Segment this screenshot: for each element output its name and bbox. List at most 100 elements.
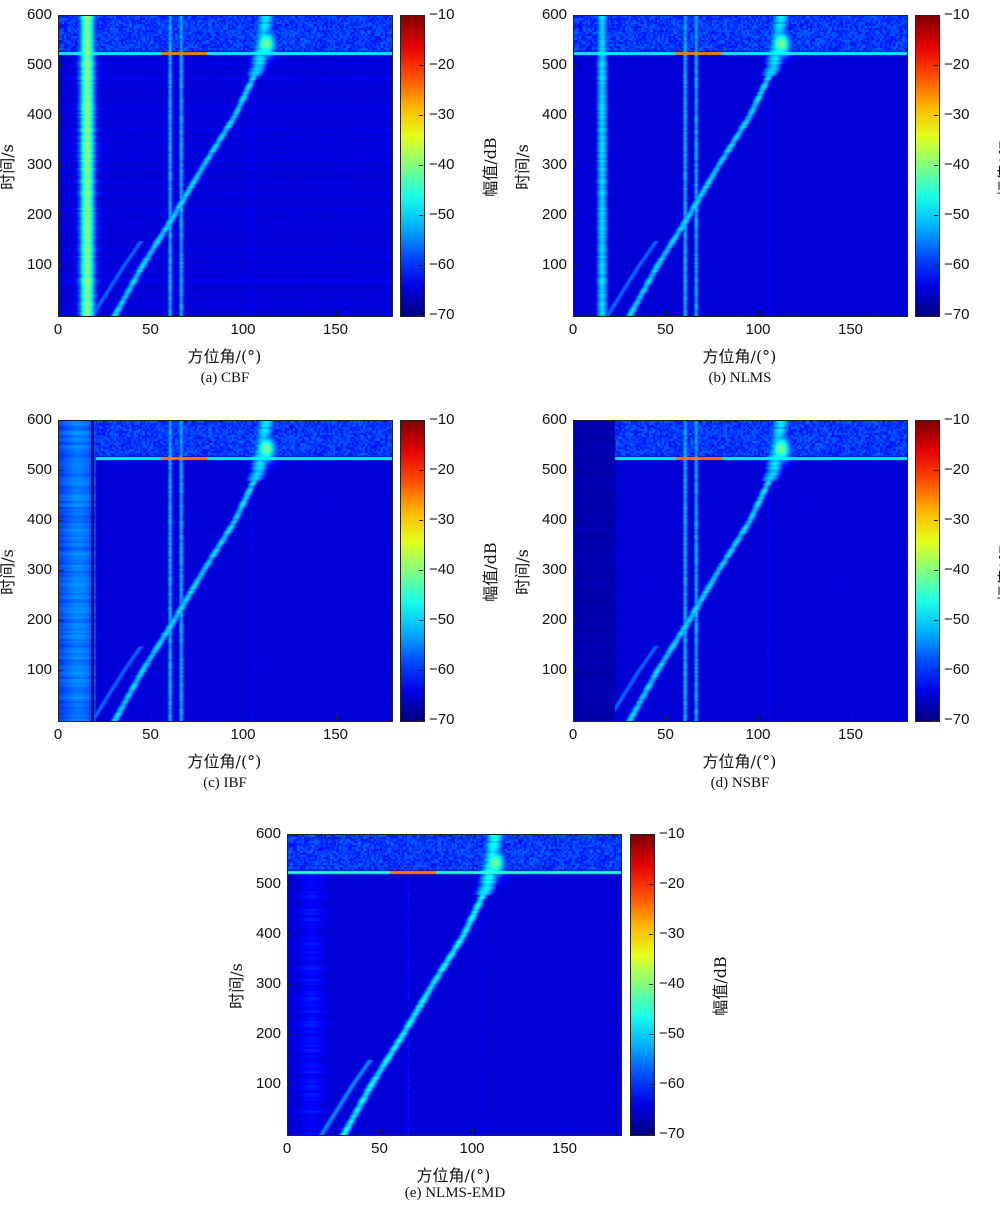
x-tick-label: 100 — [230, 726, 256, 743]
colorbar — [915, 420, 940, 722]
x-tick-mark — [150, 715, 152, 720]
x-tick-label: 100 — [745, 726, 771, 743]
colorbar-tick-mark — [934, 315, 938, 316]
colorbar-tick-mark — [934, 265, 938, 266]
x-tick-mark — [758, 310, 759, 315]
y-tick-label: 400 — [255, 925, 281, 942]
y-tick-mark — [287, 1034, 292, 1035]
y-tick-mark — [58, 165, 63, 166]
colorbar-tick-mark — [419, 315, 423, 316]
x-axis-label: 方位角/(°) — [187, 347, 262, 366]
panel-caption: (a) CBF — [200, 370, 250, 386]
y-tick-mark — [573, 265, 578, 266]
colorbar — [400, 420, 425, 722]
colorbar-tick-label: −60 — [659, 1075, 685, 1092]
colorbar-tick-label: −70 — [429, 711, 455, 728]
y-tick-label: 300 — [541, 561, 567, 578]
y-tick-label: 600 — [541, 411, 567, 428]
x-tick-mark — [58, 715, 59, 720]
y-tick-label: 300 — [26, 156, 52, 173]
y-tick-mark — [287, 834, 292, 835]
colorbar-tick-mark — [934, 215, 938, 216]
x-tick-label: 0 — [568, 726, 578, 743]
y-tick-label: 500 — [26, 461, 52, 478]
y-axis-label: 时间/s — [513, 549, 532, 595]
colorbar-tick-mark — [934, 570, 938, 571]
colorbar-label: 幅值/dB — [996, 137, 1000, 197]
colorbar-tick-mark — [649, 1134, 653, 1135]
y-tick-mark — [58, 470, 63, 471]
x-tick-label: 150 — [322, 726, 349, 743]
y-tick-mark — [58, 15, 63, 16]
colorbar-tick-label: −10 — [659, 825, 685, 842]
x-tick-label: 100 — [459, 1140, 485, 1157]
colorbar-tick-mark — [934, 720, 938, 721]
y-tick-label: 300 — [541, 156, 567, 173]
x-tick-mark — [472, 1129, 473, 1134]
y-tick-mark — [573, 470, 578, 471]
y-tick-mark — [573, 215, 578, 216]
colorbar-tick-mark — [934, 670, 938, 671]
x-tick-label: 50 — [142, 321, 159, 338]
y-tick-mark — [573, 15, 578, 16]
colorbar-tick-mark — [419, 670, 423, 671]
y-tick-label: 400 — [26, 511, 52, 528]
colorbar-tick-mark — [649, 934, 653, 935]
y-tick-mark — [58, 215, 63, 216]
x-axis-label: 方位角/(°) — [702, 347, 777, 366]
y-tick-label: 600 — [26, 6, 52, 23]
y-tick-mark — [58, 670, 63, 671]
x-tick-mark — [335, 715, 337, 720]
colorbar-tick-label: −10 — [429, 411, 455, 428]
colorbar-tick-label: −60 — [944, 256, 970, 273]
heatmap-plot-area — [58, 420, 393, 722]
colorbar-tick-label: −40 — [944, 561, 970, 578]
y-axis-label: 时间/s — [0, 549, 17, 595]
colorbar-tick-label: −20 — [944, 461, 970, 478]
y-axis-label: 时间/s — [513, 144, 532, 190]
colorbar-tick-mark — [934, 620, 938, 621]
y-tick-mark — [573, 670, 578, 671]
colorbar-tick-label: −70 — [659, 1125, 685, 1142]
colorbar-tick-mark — [934, 520, 938, 521]
y-tick-label: 200 — [255, 1025, 281, 1042]
heatmap-plot-area — [58, 15, 393, 317]
y-tick-mark — [573, 620, 578, 621]
y-tick-label: 300 — [255, 975, 281, 992]
x-tick-label: 150 — [837, 321, 864, 338]
y-tick-label: 400 — [26, 106, 52, 123]
y-tick-mark — [58, 420, 63, 421]
y-tick-mark — [58, 620, 63, 621]
x-tick-mark — [243, 715, 244, 720]
colorbar-tick-label: −50 — [944, 206, 970, 223]
heatmap-plot-area — [573, 420, 908, 722]
x-tick-mark — [379, 1129, 381, 1134]
colorbar — [400, 15, 425, 317]
colorbar-label: 幅值/dB — [996, 542, 1000, 602]
x-tick-mark — [758, 715, 759, 720]
x-tick-mark — [850, 310, 852, 315]
colorbar-tick-mark — [419, 570, 423, 571]
colorbar-tick-label: −30 — [944, 511, 970, 528]
x-tick-mark — [850, 715, 852, 720]
y-tick-mark — [573, 570, 578, 571]
y-tick-mark — [58, 520, 63, 521]
x-tick-mark — [287, 1129, 288, 1134]
x-tick-label: 150 — [551, 1140, 578, 1157]
x-tick-mark — [665, 715, 667, 720]
colorbar-tick-mark — [419, 65, 423, 66]
colorbar-tick-label: −20 — [659, 875, 685, 892]
y-tick-mark — [573, 65, 578, 66]
y-tick-mark — [58, 265, 63, 266]
colorbar-tick-label: −60 — [429, 256, 455, 273]
heatmap-image — [574, 16, 907, 316]
heatmap-plot-area — [573, 15, 908, 317]
y-tick-label: 100 — [26, 661, 52, 678]
colorbar-tick-label: −30 — [944, 106, 970, 123]
colorbar-tick-label: −50 — [659, 1025, 685, 1042]
y-tick-mark — [287, 1084, 292, 1085]
colorbar-tick-mark — [419, 165, 423, 166]
colorbar-tick-mark — [934, 115, 938, 116]
colorbar-tick-label: −10 — [944, 6, 970, 23]
colorbar-tick-label: −20 — [429, 56, 455, 73]
